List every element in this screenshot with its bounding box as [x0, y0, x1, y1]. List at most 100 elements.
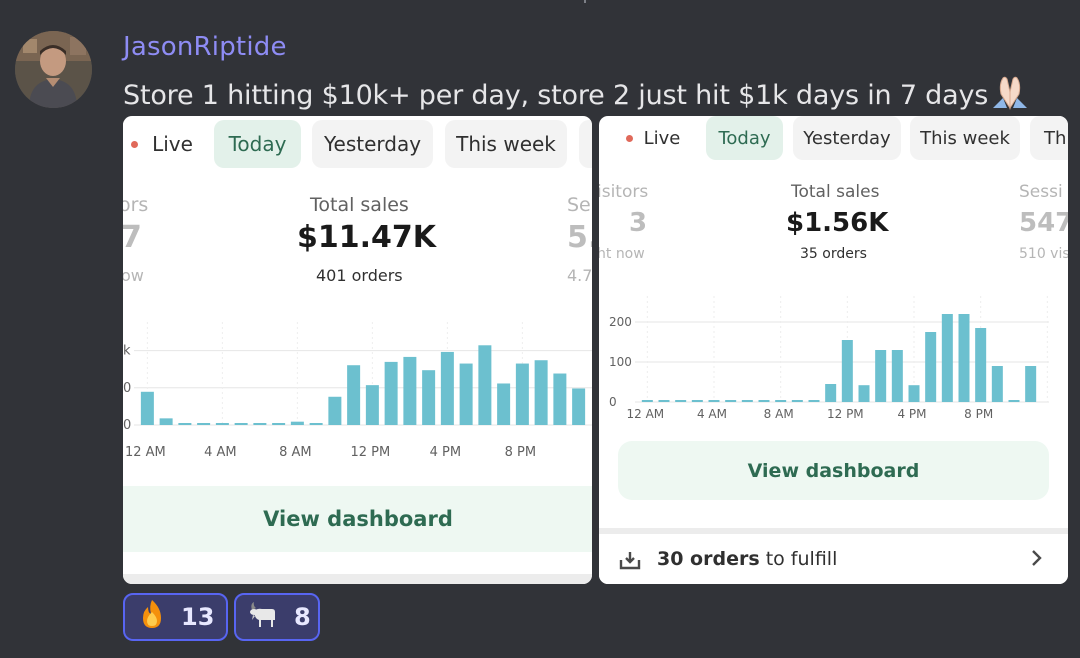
x-tick-label: 12 AM	[627, 407, 665, 421]
sessions-sub: 4.7	[567, 266, 592, 285]
y-tick-label: 0	[609, 395, 617, 409]
bar-5-pm	[459, 363, 473, 425]
bar-1-am	[159, 418, 173, 425]
bar-2-am	[178, 423, 192, 425]
fulfill-rest: to fulfill	[759, 548, 838, 570]
hourly-sales-chart-store1: k 0 0 12 AM 4 AM 8 AM 12 PM 4 PM 8 PM	[123, 322, 592, 460]
fulfill-text: 30 orders to fulfill	[657, 548, 837, 570]
x-tick-label: 8 AM	[764, 407, 794, 421]
reaction-fire[interactable]: 13	[123, 593, 228, 641]
bar-12-am	[641, 400, 653, 402]
x-tick-label: 12 AM	[125, 445, 166, 460]
bar-6-am	[253, 423, 267, 425]
tab-yesterday-label: Yesterday	[323, 132, 422, 156]
bar-7-am	[758, 400, 770, 402]
bar-12-am	[140, 391, 154, 425]
total-sales-value: $1.56K	[786, 208, 889, 238]
sessions-sub: 510 vis	[1019, 246, 1068, 262]
username[interactable]: JasonRiptide	[123, 32, 287, 62]
x-tick-label: 4 PM	[430, 445, 461, 460]
bar-1-am	[658, 400, 670, 402]
live-dot-icon	[625, 134, 633, 142]
tab-this-week[interactable]: This week	[910, 116, 1020, 160]
orders-count: 401 orders	[316, 266, 403, 285]
x-tick-label: 8 PM	[964, 407, 993, 421]
bar-5-pm	[925, 332, 937, 402]
reaction-goat[interactable]: 8	[234, 593, 320, 641]
bar-3-am	[197, 423, 211, 425]
goat-icon	[248, 598, 280, 636]
tab-live[interactable]: Live	[123, 120, 205, 168]
tab-this-week-label: This week	[920, 127, 1010, 149]
bar-1-pm	[858, 385, 870, 402]
scroll-marker	[584, 0, 586, 3]
folded-hands-icon	[989, 74, 1031, 117]
bar-8-am	[775, 400, 787, 402]
bar-9-pm	[534, 360, 548, 425]
bar-4-am	[215, 423, 229, 425]
bar-11-pm	[1025, 366, 1037, 402]
tab-today[interactable]: Today	[214, 120, 301, 168]
bar-10-am	[328, 396, 342, 425]
fire-icon	[137, 598, 167, 636]
total-sales-label: Total sales	[791, 182, 880, 202]
tab-live-label: Live	[643, 127, 681, 149]
orders-to-fulfill-row[interactable]: 30 orders to fulfill	[599, 528, 1068, 584]
bar-7-pm	[497, 383, 511, 425]
live-dot-icon	[131, 140, 139, 148]
tab-this-week[interactable]: This week	[445, 120, 567, 168]
visitors-label: isitors	[599, 182, 649, 202]
y-tick-label: k	[123, 344, 131, 359]
sessions-label: Se	[567, 194, 591, 216]
tab-this-month[interactable]: Thi	[1030, 116, 1068, 160]
avatar[interactable]	[15, 31, 92, 108]
chevron-right-icon	[1030, 548, 1042, 574]
x-tick-label: 8 PM	[505, 445, 536, 460]
x-tick-label: 4 AM	[204, 445, 237, 460]
view-dashboard-button[interactable]: View dashboard	[123, 486, 592, 552]
tab-live-label: Live	[152, 132, 193, 156]
tab-yesterday[interactable]: Yesterday	[793, 116, 901, 160]
sessions-label: Sessi	[1019, 182, 1063, 202]
hourly-sales-chart-store2: 200 100 0 12 AM 4 AM 8 AM 12 PM 4 PM 8 PM	[609, 296, 1049, 421]
bar-6-am	[741, 400, 753, 402]
bar-11-am	[825, 384, 837, 402]
bar-1-pm	[384, 361, 398, 425]
tab-live[interactable]: Live	[609, 116, 697, 160]
visitors-value: 3	[629, 208, 648, 238]
x-tick-label: 4 AM	[697, 407, 727, 421]
fulfill-count: 30 orders	[657, 548, 760, 570]
bar-11-pm	[572, 388, 586, 425]
bar-8-pm	[515, 363, 529, 425]
bar-9-am	[309, 423, 323, 425]
bar-10-pm	[553, 373, 567, 425]
y-tick-label: 100	[609, 355, 632, 369]
avatar-image-icon	[15, 31, 92, 108]
visitors-sub: ow	[123, 266, 144, 285]
bar-11-am	[347, 365, 361, 425]
visitors-label: ors	[123, 194, 149, 216]
bar-4-am	[708, 400, 720, 402]
divider	[123, 574, 592, 584]
visitors-value: 7	[123, 220, 142, 255]
x-tick-label: 12 PM	[351, 445, 391, 460]
bar-2-pm	[403, 356, 417, 425]
tab-this-month-label: Thi	[1044, 127, 1068, 149]
store1-screenshot[interactable]: Live Today Yesterday This week ors 7 ow …	[123, 116, 592, 584]
bar-12-pm	[365, 385, 379, 425]
tab-next[interactable]	[579, 120, 592, 168]
visitors-sub: ht now	[599, 246, 645, 262]
bar-9-pm	[991, 366, 1003, 402]
bar-2-pm	[875, 350, 887, 402]
tab-yesterday[interactable]: Yesterday	[312, 120, 433, 168]
tab-today[interactable]: Today	[706, 116, 783, 160]
y-tick-label: 200	[609, 315, 632, 329]
sessions-value: 5.	[567, 220, 592, 255]
reaction-fire-count: 13	[181, 603, 215, 631]
bar-4-pm	[440, 351, 454, 425]
bar-3-am	[691, 400, 703, 402]
view-dashboard-button[interactable]: View dashboard	[618, 441, 1049, 500]
y-tick-label: 0	[123, 381, 131, 396]
x-tick-label: 12 PM	[827, 407, 864, 421]
store2-screenshot[interactable]: Live Today Yesterday This week Thi isito…	[599, 116, 1068, 584]
